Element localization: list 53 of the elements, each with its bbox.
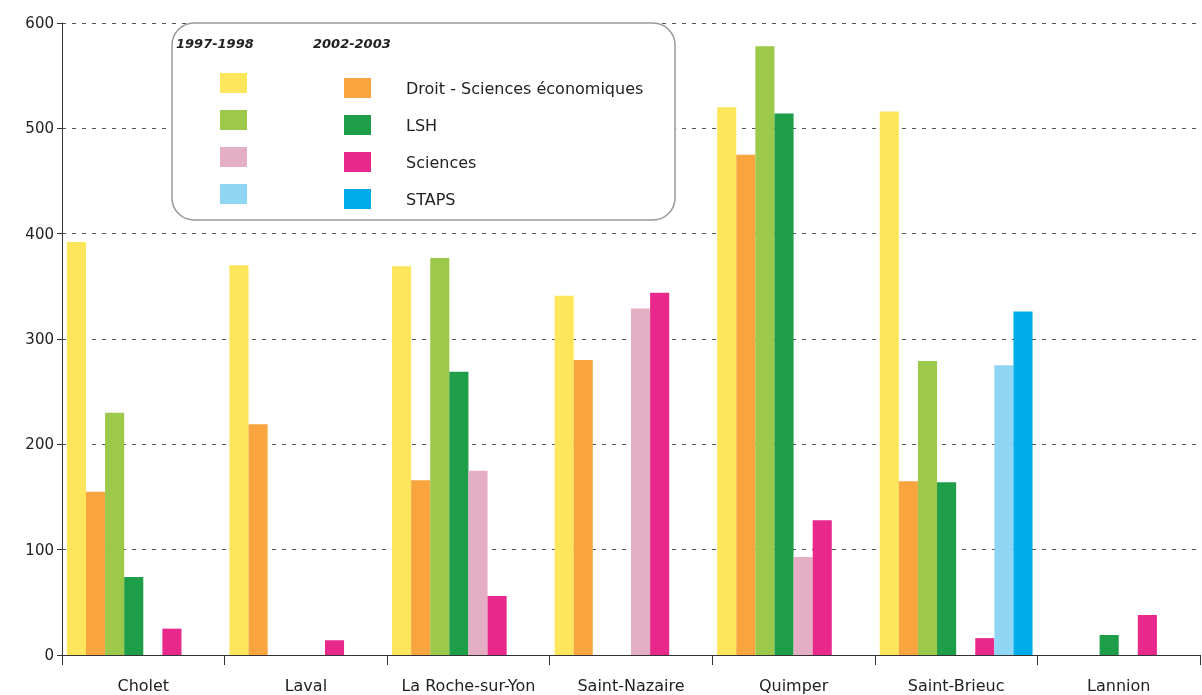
bar: [487, 596, 507, 655]
bar: [793, 557, 813, 655]
bar: [774, 113, 794, 655]
bar: [468, 470, 488, 655]
bar: [162, 628, 182, 655]
x-tick-label: Saint-Nazaire: [577, 675, 685, 695]
bar: [105, 412, 125, 655]
bar: [736, 154, 756, 655]
bar: [1137, 614, 1157, 655]
legend-label: Sciences: [406, 152, 477, 172]
bar: [631, 308, 651, 655]
bar: [430, 257, 450, 655]
x-tick-label: Quimper: [758, 675, 829, 695]
bar: [975, 638, 995, 655]
legend-label: LSH: [406, 115, 438, 135]
y-tick-label: 400: [25, 224, 54, 243]
bar: [66, 242, 86, 655]
bar: [1013, 311, 1033, 655]
bar: [898, 481, 918, 655]
bar: [124, 577, 144, 655]
bar: [717, 107, 737, 655]
bar: [392, 266, 412, 655]
x-tick-label: Lannion: [1087, 675, 1151, 695]
y-tick-label: 500: [25, 119, 54, 138]
bar: [812, 520, 832, 655]
bar: [411, 480, 431, 655]
y-tick-label: 200: [25, 435, 54, 454]
y-tick-label: 300: [25, 330, 54, 348]
bar: [650, 292, 670, 655]
bar: [229, 265, 249, 655]
bar: [994, 365, 1014, 655]
bar: [879, 111, 899, 655]
bar: [554, 295, 574, 655]
bar: [85, 491, 106, 655]
x-tick-label: Saint-Brieuc: [907, 675, 1005, 695]
bar: [1099, 634, 1119, 655]
bar: [324, 640, 345, 655]
bar: [755, 46, 775, 655]
annotation: 1997-1998: [176, 36, 254, 51]
bar: [917, 361, 938, 655]
annotation: 2002-2003: [313, 36, 391, 51]
bar: [449, 371, 469, 655]
legend-label: STAPS: [406, 189, 456, 209]
y-tick-label: 100: [25, 540, 54, 559]
bar: [937, 482, 957, 655]
x-tick-label: Laval: [284, 675, 328, 695]
bar: [248, 424, 268, 655]
x-tick-label: La Roche-sur-Yon: [401, 675, 536, 695]
legend-label: Droit - Sciences économiques: [406, 78, 644, 98]
y-tick-label: 600: [25, 14, 54, 32]
bar: [573, 360, 593, 655]
y-tick-label: 0: [44, 646, 54, 664]
x-tick-label: Cholet: [117, 675, 170, 695]
